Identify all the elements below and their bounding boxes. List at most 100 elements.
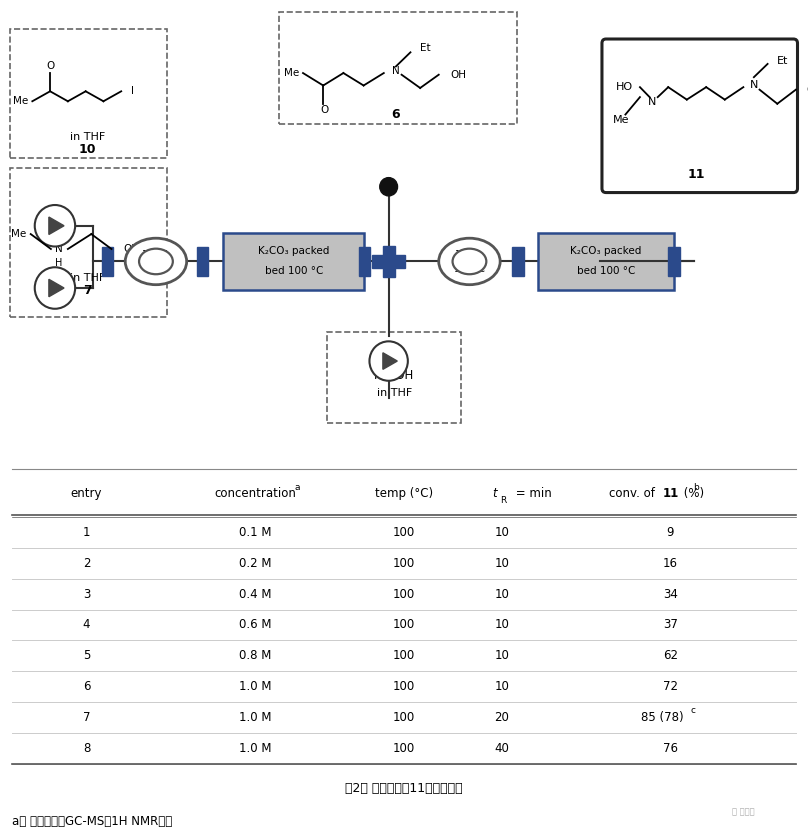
Text: Et: Et — [777, 56, 789, 66]
Bar — [102, 247, 113, 276]
Text: 5: 5 — [83, 649, 90, 662]
Bar — [223, 233, 364, 290]
Text: bed 100 °C: bed 100 °C — [577, 266, 635, 276]
Text: 0.2 M: 0.2 M — [239, 557, 271, 570]
Bar — [359, 247, 370, 276]
Circle shape — [35, 267, 75, 309]
Text: O: O — [321, 105, 329, 115]
Text: in THF: in THF — [69, 273, 105, 283]
Text: OH: OH — [806, 85, 808, 95]
Text: Me: Me — [11, 229, 27, 239]
Text: 10: 10 — [494, 526, 509, 539]
Text: 100: 100 — [393, 618, 415, 632]
Text: 1.0 M: 1.0 M — [239, 680, 271, 693]
Text: 16: 16 — [663, 557, 678, 570]
Text: 11: 11 — [688, 168, 705, 181]
Bar — [372, 255, 405, 267]
Polygon shape — [49, 279, 64, 296]
Text: 11: 11 — [663, 487, 679, 500]
Text: 100: 100 — [393, 742, 415, 754]
Bar — [12, 548, 796, 579]
Polygon shape — [383, 353, 398, 369]
Text: N: N — [750, 81, 758, 90]
Text: 6: 6 — [392, 108, 400, 121]
Ellipse shape — [452, 249, 486, 274]
Text: Me: Me — [284, 68, 299, 78]
Bar — [10, 168, 167, 317]
Text: bed 100 °C: bed 100 °C — [264, 266, 323, 276]
Text: 1.0 M: 1.0 M — [239, 742, 271, 754]
Text: entry: entry — [71, 487, 103, 500]
Text: H: H — [55, 258, 63, 268]
Circle shape — [35, 205, 75, 247]
Bar — [12, 517, 796, 548]
Text: 1.0 M: 1.0 M — [239, 710, 271, 724]
Bar — [197, 247, 208, 276]
Text: conv. of: conv. of — [608, 487, 659, 500]
Text: 100: 100 — [393, 649, 415, 662]
Text: 37: 37 — [663, 618, 678, 632]
Text: Me: Me — [13, 96, 28, 106]
Text: 100: 100 — [393, 526, 415, 539]
Text: Et: Et — [420, 43, 431, 53]
Text: 62: 62 — [663, 649, 678, 662]
Text: OH: OH — [450, 70, 466, 80]
Text: N: N — [392, 66, 400, 76]
Text: R: R — [500, 496, 507, 505]
Text: 9: 9 — [667, 526, 674, 539]
Text: N: N — [55, 244, 63, 254]
Bar — [279, 12, 517, 125]
Text: 40: 40 — [494, 742, 509, 754]
Text: K₂CO₃ packed: K₂CO₃ packed — [570, 247, 642, 256]
Text: HO: HO — [616, 82, 633, 92]
Text: Me: Me — [613, 115, 629, 125]
Text: 0.4 M: 0.4 M — [239, 588, 271, 601]
Circle shape — [369, 341, 408, 381]
Text: O: O — [46, 61, 54, 71]
Ellipse shape — [125, 238, 187, 285]
Text: 6: 6 — [83, 680, 90, 693]
Bar — [12, 609, 796, 641]
Text: 34: 34 — [663, 588, 678, 601]
Bar — [12, 671, 796, 702]
Text: 0.8 M: 0.8 M — [239, 649, 271, 662]
Text: 7: 7 — [83, 284, 91, 297]
Text: 100: 100 — [393, 557, 415, 570]
Text: concentration: concentration — [214, 487, 296, 500]
Text: temp (°C): temp (°C) — [375, 487, 433, 500]
Text: 10: 10 — [494, 588, 509, 601]
Text: 76: 76 — [663, 742, 678, 754]
Ellipse shape — [139, 249, 173, 274]
Text: 20: 20 — [494, 710, 509, 724]
Text: 10 mL: 10 mL — [456, 251, 483, 259]
Text: a： 转化率通过GC-MS和1H NMR确定: a： 转化率通过GC-MS和1H NMR确定 — [12, 815, 172, 828]
Text: 80 °C: 80 °C — [143, 266, 169, 274]
Text: 10: 10 — [78, 143, 96, 156]
Bar — [668, 247, 680, 276]
FancyBboxPatch shape — [602, 39, 797, 193]
Text: 72: 72 — [663, 680, 678, 693]
Text: OH: OH — [124, 244, 140, 254]
Text: 10: 10 — [494, 557, 509, 570]
Text: NH₂OH: NH₂OH — [374, 369, 415, 383]
Text: 8: 8 — [83, 742, 90, 754]
Bar — [538, 233, 674, 290]
Bar — [512, 247, 524, 276]
Bar — [12, 579, 796, 609]
Text: a: a — [294, 483, 300, 491]
Text: 10: 10 — [494, 680, 509, 693]
Bar — [12, 733, 796, 764]
Polygon shape — [49, 217, 64, 234]
Text: 0.1 M: 0.1 M — [239, 526, 271, 539]
Text: K₂CO₃ packed: K₂CO₃ packed — [258, 247, 330, 256]
Text: 85 (78): 85 (78) — [641, 710, 684, 724]
Text: 100: 100 — [393, 680, 415, 693]
Bar — [12, 702, 796, 733]
Text: 7: 7 — [83, 710, 90, 724]
Text: 0.6 M: 0.6 M — [239, 618, 271, 632]
Text: b: b — [693, 483, 699, 491]
Text: in THF: in THF — [69, 132, 105, 142]
Text: 4: 4 — [83, 618, 90, 632]
Bar — [10, 29, 167, 158]
Text: 收 信息网: 收 信息网 — [732, 808, 755, 816]
